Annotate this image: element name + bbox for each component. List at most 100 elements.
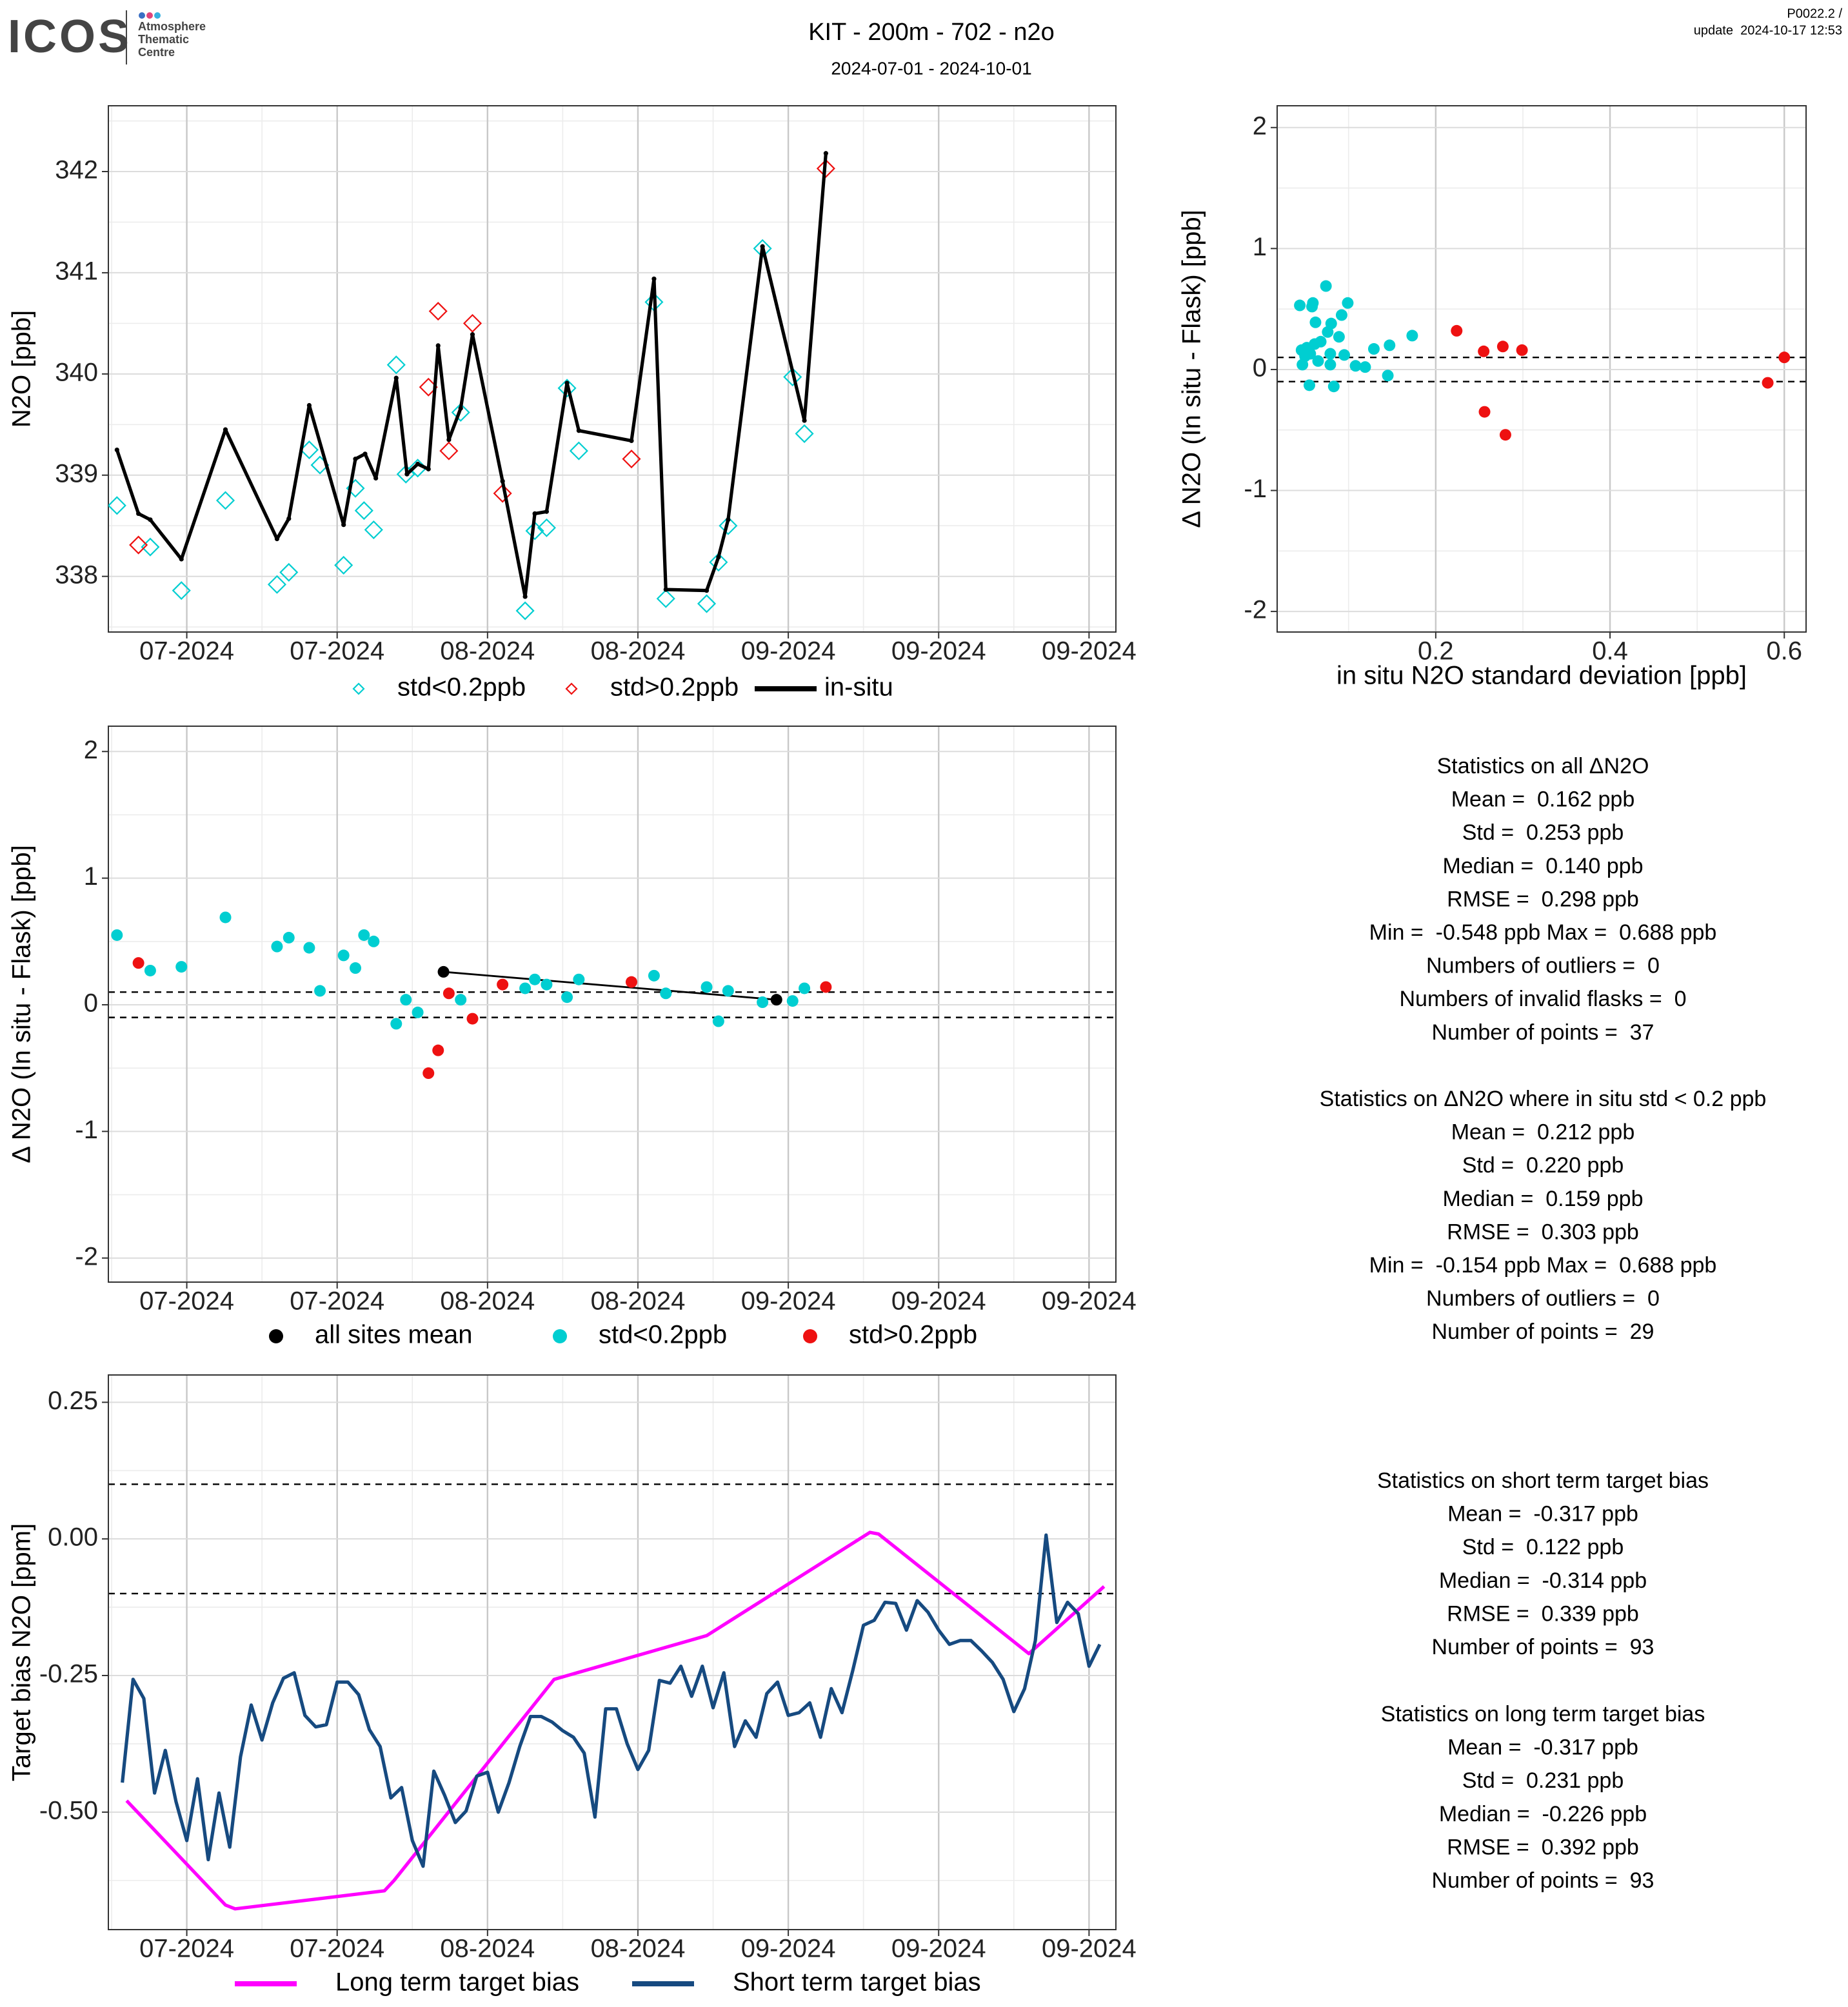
point — [422, 1067, 435, 1080]
point — [500, 479, 505, 484]
flask-marker — [172, 581, 191, 600]
flask-marker — [525, 521, 544, 540]
stat-line: Std = 0.253 ppb — [1462, 820, 1624, 845]
point — [529, 973, 541, 985]
point — [458, 406, 463, 411]
point — [1338, 349, 1351, 361]
point — [820, 981, 832, 993]
point — [393, 375, 399, 381]
flask-marker — [267, 575, 286, 594]
plot-area — [108, 151, 835, 620]
point — [314, 985, 326, 997]
y-tick-label: 0.25 — [48, 1387, 98, 1415]
x-tick-label: 08-2024 — [591, 1287, 686, 1316]
flask-marker — [537, 518, 556, 537]
flask-marker — [141, 537, 160, 557]
y-tick-label: -1 — [75, 1116, 98, 1144]
point — [1335, 309, 1347, 321]
point — [1762, 377, 1774, 389]
point — [629, 438, 634, 444]
y-tick-label: 1 — [84, 862, 98, 891]
plot-background — [108, 106, 1116, 632]
version: P0022.2 / — [1787, 6, 1842, 21]
point — [368, 935, 380, 947]
point — [1496, 341, 1509, 353]
x-tick-label: 09-2024 — [891, 1935, 986, 1963]
x-tick-label: 08-2024 — [440, 637, 535, 666]
plot-frame — [1277, 105, 1807, 633]
point — [286, 516, 292, 521]
y-tick-label: -1 — [1244, 475, 1267, 503]
point — [561, 991, 573, 1004]
stat-line: Statistics on all ΔN2O — [1437, 754, 1649, 778]
x-tick-label: 0.4 — [1592, 637, 1628, 666]
point — [1309, 316, 1322, 328]
point — [786, 995, 799, 1007]
stat-line: Number of points = 37 — [1432, 1020, 1654, 1045]
legend-marker — [783, 686, 788, 691]
flask-marker — [709, 553, 728, 572]
point — [114, 447, 119, 453]
point — [799, 982, 811, 994]
point — [426, 466, 431, 471]
point — [337, 949, 350, 962]
logo-dot — [146, 12, 153, 19]
point — [722, 985, 734, 997]
logo-text: Thematic — [138, 33, 189, 46]
flask-marker — [816, 159, 835, 178]
y-tick-label: 0 — [84, 989, 98, 1018]
plot-area — [121, 1530, 1106, 1911]
y-tick-label: 341 — [55, 257, 98, 285]
point — [1516, 344, 1528, 356]
point — [341, 522, 346, 528]
subtitle: 2024-07-01 - 2024-10-01 — [831, 58, 1031, 78]
legend-label: std<0.2ppb — [599, 1321, 727, 1349]
logo: ICOS — [8, 11, 132, 63]
point — [648, 969, 660, 982]
stat-line: RMSE = 0.339 ppb — [1447, 1601, 1639, 1626]
point — [726, 517, 731, 522]
point — [400, 994, 412, 1006]
stat-line: Min = -0.154 ppb Max = 0.688 ppb — [1369, 1253, 1717, 1278]
point — [1333, 331, 1345, 343]
flask-marker — [557, 379, 577, 398]
logo-dot — [154, 12, 161, 19]
point — [179, 557, 184, 562]
point — [1294, 299, 1306, 311]
y-tick-label: 1 — [1253, 233, 1267, 261]
x-tick-label: 09-2024 — [891, 637, 986, 666]
plot-background — [108, 1375, 1116, 1930]
point — [823, 151, 828, 156]
flask-marker — [451, 402, 470, 422]
point — [412, 1006, 424, 1018]
point — [1295, 344, 1307, 356]
x-tick-label: 09-2024 — [1042, 1935, 1137, 1963]
plot-frame — [108, 726, 1117, 1283]
stat-line: Mean = 0.162 ppb — [1451, 787, 1635, 812]
point — [136, 511, 141, 517]
point — [446, 437, 452, 442]
point — [390, 1018, 402, 1030]
flask-marker — [719, 516, 738, 535]
x-tick-label: 08-2024 — [440, 1287, 535, 1316]
x-tick-label: 0.2 — [1418, 637, 1454, 666]
stat-line: Mean = 0.212 ppb — [1451, 1120, 1635, 1145]
stat-line: Statistics on ΔN2O where in situ std < 0… — [1320, 1087, 1767, 1111]
flask-marker — [515, 601, 535, 620]
point — [1478, 345, 1490, 357]
logo-dot — [139, 12, 145, 19]
point — [1307, 297, 1319, 309]
stat-line: Statistics on long term target bias — [1381, 1702, 1705, 1726]
point — [576, 428, 581, 433]
point — [519, 982, 532, 994]
point — [363, 451, 368, 457]
stat-line: Mean = -0.317 ppb — [1447, 1735, 1638, 1760]
y-tick-label: 338 — [55, 560, 98, 589]
point — [223, 427, 228, 432]
point — [700, 981, 713, 993]
x-tick-label: 07-2024 — [139, 637, 234, 666]
x-tick-label: 09-2024 — [741, 1935, 836, 1963]
point — [353, 457, 358, 462]
